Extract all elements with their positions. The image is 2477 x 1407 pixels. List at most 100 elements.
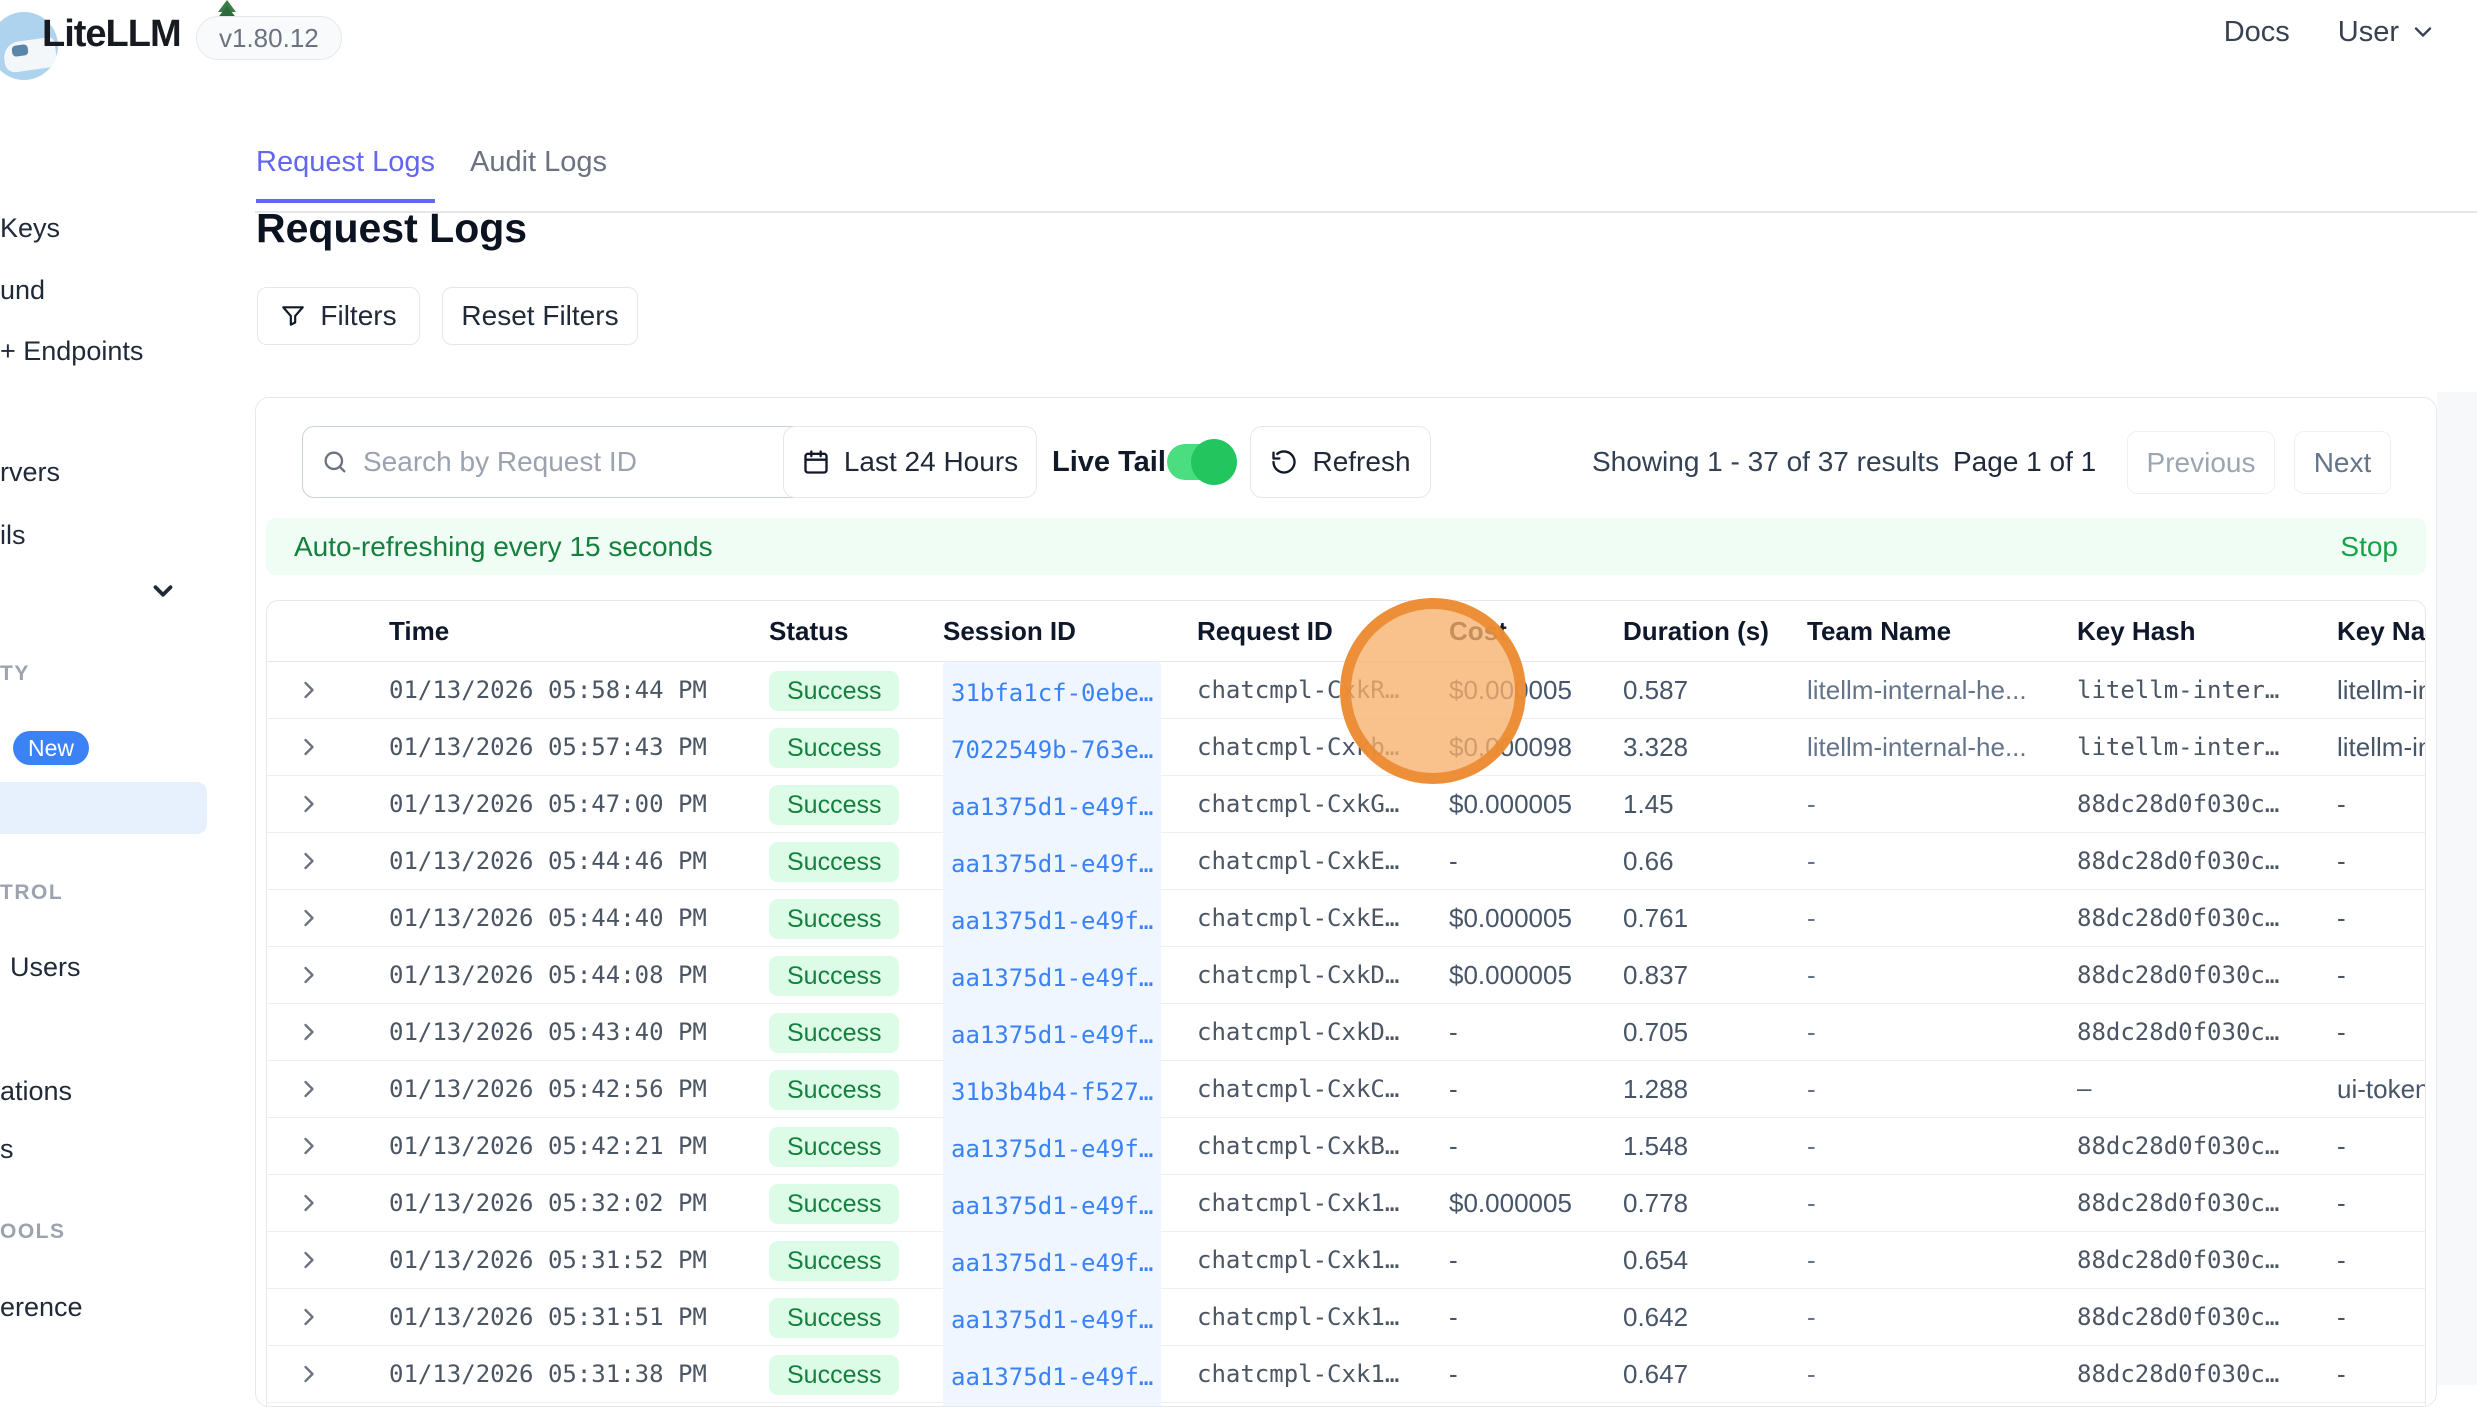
- cell-team-name: -: [1807, 1131, 1816, 1161]
- user-menu[interactable]: User: [2338, 16, 2437, 49]
- table-row[interactable]: 01/13/2026 05:47:00 PM Success aa1375d1-…: [267, 776, 2425, 839]
- stop-auto-refresh-link[interactable]: Stop: [2340, 530, 2398, 562]
- cell-key-name: -: [2337, 960, 2346, 990]
- cell-status-badge: Success: [769, 899, 900, 939]
- table-row[interactable]: 01/13/2026 05:31:51 PM Success aa1375d1-…: [267, 1289, 2425, 1352]
- expand-row-chevron-icon[interactable]: [295, 790, 323, 818]
- table-row[interactable]: 01/13/2026 05:31:52 PM Success aa1375d1-…: [267, 1232, 2425, 1295]
- docs-link[interactable]: Docs: [2223, 15, 2290, 48]
- cell-session-id-link[interactable]: aa1375d1-e49f…: [943, 890, 1162, 953]
- cell-key-hash: 88dc28d0f030c…: [2077, 1246, 2280, 1274]
- cell-team-name: -: [1807, 903, 1816, 933]
- reset-filters-button[interactable]: Reset Filters: [442, 287, 638, 345]
- cell-session-id-link[interactable]: 7022549b-763e…: [943, 719, 1162, 782]
- search-input[interactable]: [363, 446, 855, 478]
- table-row[interactable]: 01/13/2026 05:57:43 PM Success 7022549b-…: [267, 719, 2425, 782]
- sidebar-item-guardrails[interactable]: ils: [0, 520, 26, 550]
- table-row[interactable]: 01/13/2026 05:58:44 PM Success 31bfa1cf-…: [267, 662, 2425, 725]
- sidebar-item-models-endpoints[interactable]: + Endpoints: [0, 336, 144, 366]
- cell-session-id-link[interactable]: aa1375d1-e49f…: [943, 1289, 1162, 1352]
- cell-session-id-link[interactable]: 31b3b4b4-f527…: [943, 1061, 1162, 1124]
- table-row[interactable]: 01/13/2026 05:44:46 PM Success aa1375d1-…: [267, 833, 2425, 896]
- cell-request-id: chatcmpl-Cxk1…: [1197, 1303, 1400, 1331]
- cell-status-badge: Success: [769, 1184, 900, 1224]
- cell-team-name: -: [1807, 846, 1816, 876]
- cell-session-id-link[interactable]: aa1375d1-e49f…: [943, 1175, 1162, 1238]
- table-row[interactable]: 01/13/2026 05:44:40 PM Success aa1375d1-…: [267, 890, 2425, 953]
- sidebar-collapse-chevron-icon[interactable]: [148, 576, 178, 606]
- cell-key-hash: litellm-inter…: [2077, 676, 2280, 704]
- cell-key-hash: 88dc28d0f030c…: [2077, 1018, 2280, 1046]
- cell-team-name: -: [1807, 960, 1816, 990]
- tab-audit-logs[interactable]: Audit Logs: [470, 146, 608, 178]
- cell-status-badge: Success: [769, 1298, 900, 1338]
- cell-key-name: -: [2337, 1188, 2346, 1218]
- table-body: 01/13/2026 05:58:44 PM Success 31bfa1cf-…: [267, 662, 2425, 1406]
- cell-key-hash: 88dc28d0f030c…: [2077, 1132, 2280, 1160]
- table-row[interactable]: 01/13/2026 05:44:08 PM Success aa1375d1-…: [267, 947, 2425, 1010]
- next-page-button[interactable]: Next: [2294, 431, 2391, 494]
- expand-row-chevron-icon[interactable]: [295, 904, 323, 932]
- auto-refresh-banner: Auto-refreshing every 15 seconds Stop: [266, 518, 2426, 575]
- sidebar-item-servers[interactable]: rvers: [0, 457, 60, 487]
- cell-time: 01/13/2026 05:42:21 PM: [389, 1132, 707, 1160]
- expand-row-chevron-icon[interactable]: [295, 1189, 323, 1217]
- cell-duration: 0.587: [1623, 675, 1689, 705]
- table-row[interactable]: 01/13/2026 05:32:02 PM Success aa1375d1-…: [267, 1175, 2425, 1238]
- filters-button[interactable]: Filters: [257, 287, 420, 345]
- scrollbar[interactable]: [2437, 392, 2477, 1385]
- cell-cost: -: [1449, 1245, 1458, 1275]
- refresh-button[interactable]: Refresh: [1250, 426, 1431, 498]
- cell-session-id-link[interactable]: 31bfa1cf-0ebe…: [943, 662, 1162, 725]
- tab-request-logs[interactable]: Request Logs: [256, 146, 435, 203]
- expand-row-chevron-icon[interactable]: [295, 733, 323, 761]
- live-tail-toggle[interactable]: [1167, 439, 1237, 485]
- sidebar-item-teams[interactable]: s: [0, 1134, 14, 1164]
- expand-row-chevron-icon[interactable]: [295, 1360, 323, 1388]
- cell-session-id-link[interactable]: aa1375d1-e49f…: [943, 1346, 1162, 1406]
- sidebar-item-logs-selected[interactable]: [0, 782, 207, 834]
- expand-row-chevron-icon[interactable]: [295, 961, 323, 989]
- expand-row-chevron-icon[interactable]: [295, 1075, 323, 1103]
- cell-request-id: chatcmpl-CxkR…: [1197, 676, 1400, 704]
- expand-row-chevron-icon[interactable]: [295, 1132, 323, 1160]
- cell-cost: $0.000005: [1449, 789, 1572, 819]
- cell-time: 01/13/2026 05:44:40 PM: [389, 904, 707, 932]
- sidebar-item-keys[interactable]: Keys: [0, 213, 61, 243]
- sidebar-item-playground[interactable]: und: [0, 275, 46, 305]
- cell-cost: -: [1449, 846, 1458, 876]
- cell-key-hash: 88dc28d0f030c…: [2077, 1303, 2280, 1331]
- table-row[interactable]: 01/13/2026 05:31:38 PM Success aa1375d1-…: [267, 1346, 2425, 1406]
- cell-session-id-link[interactable]: aa1375d1-e49f…: [943, 947, 1162, 1010]
- cell-session-id-link[interactable]: aa1375d1-e49f…: [943, 1232, 1162, 1295]
- results-count: Showing 1 - 37 of 37 results: [1592, 446, 1940, 477]
- search-box[interactable]: [302, 426, 874, 498]
- page-indicator: Page 1 of 1: [1953, 446, 2097, 477]
- table-row[interactable]: 01/13/2026 05:43:40 PM Success aa1375d1-…: [267, 1004, 2425, 1067]
- cell-request-id: chatcmpl-CxkD…: [1197, 1018, 1400, 1046]
- table-row[interactable]: 01/13/2026 05:42:56 PM Success 31b3b4b4-…: [267, 1061, 2425, 1124]
- cell-session-id-link[interactable]: aa1375d1-e49f…: [943, 833, 1162, 896]
- cell-key-name: -: [2337, 1359, 2346, 1389]
- cell-duration: 0.761: [1623, 903, 1689, 933]
- sidebar-section-access-control: TROL: [0, 881, 64, 904]
- cell-key-hash: 88dc28d0f030c…: [2077, 790, 2280, 818]
- table-row[interactable]: 01/13/2026 05:42:21 PM Success aa1375d1-…: [267, 1118, 2425, 1181]
- time-range-button[interactable]: Last 24 Hours: [783, 426, 1037, 498]
- sidebar-item-internal-users[interactable]: Users: [10, 952, 81, 982]
- expand-row-chevron-icon[interactable]: [295, 676, 323, 704]
- cell-key-hash: 88dc28d0f030c…: [2077, 904, 2280, 932]
- expand-row-chevron-icon[interactable]: [295, 1303, 323, 1331]
- expand-row-chevron-icon[interactable]: [295, 1018, 323, 1046]
- sidebar-item-api-reference[interactable]: erence: [0, 1292, 83, 1322]
- previous-page-button[interactable]: Previous: [2127, 431, 2275, 494]
- expand-row-chevron-icon[interactable]: [295, 847, 323, 875]
- expand-row-chevron-icon[interactable]: [295, 1246, 323, 1274]
- cell-key-name: -: [2337, 789, 2346, 819]
- cell-session-id-link[interactable]: aa1375d1-e49f…: [943, 776, 1162, 839]
- cell-session-id-link[interactable]: aa1375d1-e49f…: [943, 1118, 1162, 1181]
- col-header-session-id: Session ID: [943, 616, 1076, 646]
- sidebar-item-organizations[interactable]: ations: [0, 1076, 73, 1106]
- cell-session-id-link[interactable]: aa1375d1-e49f…: [943, 1004, 1162, 1067]
- cell-key-hash: –: [2077, 1075, 2092, 1103]
